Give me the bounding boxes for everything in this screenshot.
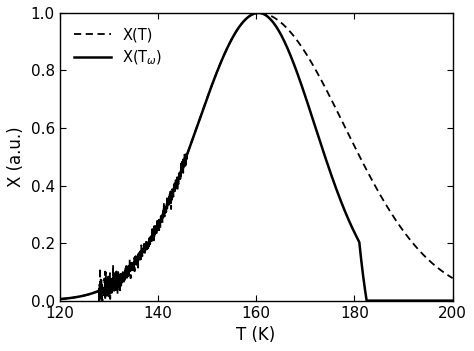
Y-axis label: X (a.u.): X (a.u.) [7,126,25,187]
Legend: X(T), X(T$_\omega$): X(T), X(T$_\omega$) [67,20,170,74]
X-axis label: T (K): T (K) [237,326,276,344]
